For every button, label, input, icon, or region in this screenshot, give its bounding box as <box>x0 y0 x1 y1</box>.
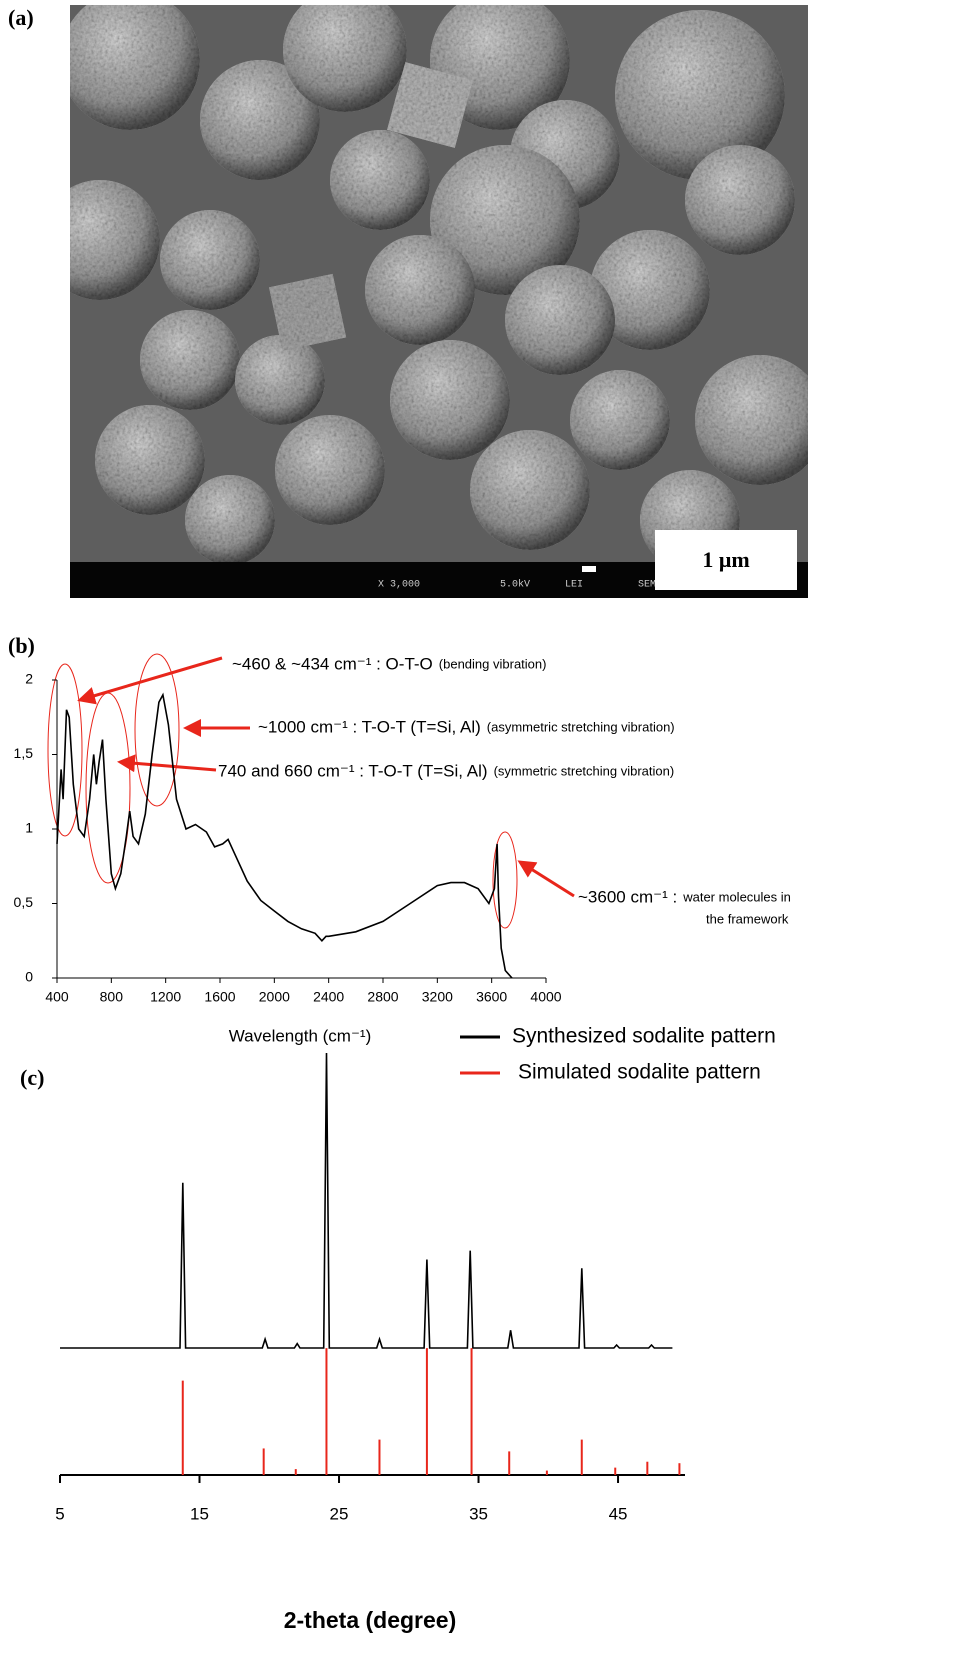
annotation-note: (symmetric stretching vibration) <box>494 763 675 778</box>
x-tick-label: 400 <box>45 989 69 1005</box>
legend-label: Simulated sodalite pattern <box>518 1061 761 1084</box>
x-tick-label: 2000 <box>259 989 290 1005</box>
x-tick-label: 25 <box>330 1504 349 1523</box>
y-tick-label: 1,5 <box>14 745 34 761</box>
panel-label: (b) <box>8 633 35 658</box>
y-tick-label: 2 <box>25 671 33 687</box>
x-tick-label: 35 <box>469 1504 488 1523</box>
scale-label: 1 μm <box>702 547 749 572</box>
pattern-line <box>60 1052 673 1349</box>
x-tick-label: 3600 <box>476 989 507 1005</box>
panel-label: (c) <box>20 1065 44 1090</box>
x-axis-title: Wavelength (cm⁻¹) <box>229 1026 371 1045</box>
scale-box <box>655 530 797 590</box>
x-tick-label: 4000 <box>530 989 561 1005</box>
info-text: 5.0kV <box>500 579 530 591</box>
x-tick-label: 45 <box>609 1504 628 1523</box>
x-tick-label: 1600 <box>204 989 235 1005</box>
info-text: X 3,000 <box>378 580 420 591</box>
x-tick-label: 2400 <box>313 989 344 1005</box>
annotation-note: (bending vibration) <box>439 656 547 671</box>
info-text: LEI <box>565 580 583 591</box>
annotation: ~3600 cm⁻¹ : <box>578 887 677 906</box>
annotation: 740 and 660 cm⁻¹ : T-O-T (T=Si, Al) <box>218 761 488 780</box>
x-tick-label: 2800 <box>367 989 398 1005</box>
annotation-note: the framework <box>706 911 789 926</box>
scale-mark <box>582 566 596 572</box>
annotation: ~460 & ~434 cm⁻¹ : O-T-O <box>232 654 433 673</box>
annotation-note: (asymmetric stretching vibration) <box>487 719 675 734</box>
annotation: ~1000 cm⁻¹ : T-O-T (T=Si, Al) <box>258 717 481 736</box>
spectrum-line <box>56 692 513 979</box>
x-tick-label: 1200 <box>150 989 181 1005</box>
y-tick-label: 1 <box>25 820 33 836</box>
panel-label: (a) <box>8 5 34 30</box>
x-tick-label: 15 <box>190 1504 209 1523</box>
info-text: SEM <box>638 580 656 591</box>
x-axis-title: 2-theta (degree) <box>284 1607 457 1633</box>
x-tick-label: 3200 <box>422 989 453 1005</box>
x-tick-label: 800 <box>100 989 124 1005</box>
arrows <box>77 656 575 898</box>
annotation-note: water molecules in <box>682 889 791 904</box>
sem-particles <box>70 5 808 562</box>
legend-label: Synthesized sodalite pattern <box>512 1025 776 1048</box>
highlight-ellipses <box>47 653 518 929</box>
y-tick-label: 0,5 <box>14 894 34 910</box>
x-tick-label: 5 <box>55 1504 64 1523</box>
y-tick-label: 0 <box>25 969 33 985</box>
